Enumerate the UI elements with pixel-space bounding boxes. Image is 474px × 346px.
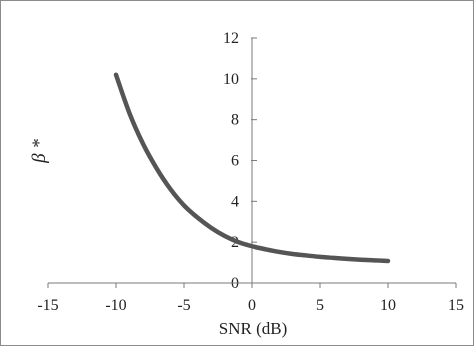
series-line xyxy=(113,72,391,264)
series-group xyxy=(113,72,391,264)
x-tick-label: 10 xyxy=(380,297,396,314)
x-tick-label: -5 xyxy=(177,297,190,314)
y-axis: 024681012 xyxy=(223,30,257,292)
y-tick-label: 8 xyxy=(231,112,239,129)
x-tick-label: -10 xyxy=(105,297,126,314)
y-tick-label: 6 xyxy=(231,153,239,170)
y-tick-label: 4 xyxy=(231,193,239,210)
x-axis-title: SNR (dB) xyxy=(219,319,287,338)
y-axis-title: β * xyxy=(29,139,50,164)
y-tick-label: 10 xyxy=(223,71,239,88)
x-tick-label: 5 xyxy=(316,297,324,314)
y-tick-label: 12 xyxy=(223,30,239,47)
x-axis: -15 -10 -5 0 5 10 15 xyxy=(37,282,464,314)
x-tick-label: 15 xyxy=(448,297,464,314)
x-tick-label: -15 xyxy=(37,297,58,314)
x-tick-label: 0 xyxy=(248,297,256,314)
